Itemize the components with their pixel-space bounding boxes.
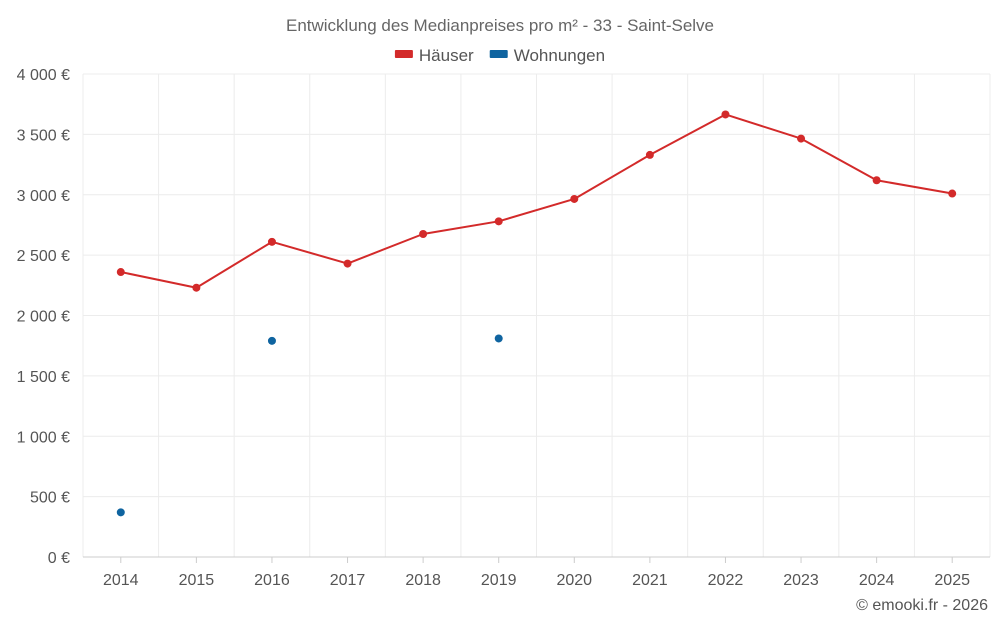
y-tick-label: 1 000 € [17,429,70,446]
grid-lines [82,73,991,557]
data-point-2014 [116,508,125,517]
y-tick-label: 4 000 € [17,67,70,84]
x-tick-label: 2015 [179,572,215,589]
x-tick-label: 2016 [254,572,290,589]
legend-label: Häuser [419,46,474,65]
x-tick-label: 2025 [934,572,970,589]
x-tick-label: 2018 [405,572,441,589]
data-point-2023 [797,134,806,143]
data-point-2020 [570,194,579,203]
data-point-2019 [494,217,503,226]
x-tick-label: 2019 [481,572,517,589]
data-point-2015 [192,283,201,292]
data-point-2019 [494,334,503,343]
y-tick-label: 500 € [30,490,70,507]
series-line-haeuser [120,113,953,289]
series-layer [116,110,957,517]
x-tick-label: 2020 [556,572,592,589]
chart-title: Entwicklung des Medianpreises pro m² - 3… [286,16,714,35]
legend-item-0[interactable]: Häuser [394,46,474,65]
x-tick-label: 2022 [708,572,744,589]
data-point-2021 [645,150,654,159]
data-point-2022 [721,110,730,119]
legend-label: Wohnungen [514,46,605,65]
series-1 [116,334,503,517]
y-tick-label: 2 500 € [17,248,70,265]
legend-item-1[interactable]: Wohnungen [489,46,605,65]
y-tick-label: 1 500 € [17,369,70,386]
x-tick-label: 2014 [103,572,139,589]
data-point-2025 [948,189,957,198]
data-point-2016 [267,336,276,345]
legend-swatch [394,50,413,58]
y-axis: 0 € 500 € 1 000 € 1 500 € 2 000 € 2 500 € 3 00… [17,67,70,567]
x-axis: 2014 2015 2016 2017 2018 2019 2020 2021 2022 2023… [83,556,990,589]
x-tick-label: 2023 [783,572,819,589]
y-tick-label: 0 € [48,550,70,567]
y-tick-label: 3 500 € [17,127,70,144]
x-tick-label: 2024 [859,572,895,589]
data-point-2014 [116,268,125,277]
series-0 [116,110,957,292]
y-tick-label: 2 000 € [17,309,70,326]
data-point-2018 [419,229,428,238]
legend: Häuser Wohnungen [394,46,605,65]
x-tick-label: 2017 [330,572,366,589]
credit-text: © emooki.fr - 2026 [856,597,988,614]
x-tick-label: 2021 [632,572,668,589]
y-tick-label: 3 000 € [17,188,70,205]
data-point-2016 [267,237,276,246]
data-point-2017 [343,259,352,268]
data-point-2024 [872,176,881,185]
legend-swatch [489,50,508,58]
